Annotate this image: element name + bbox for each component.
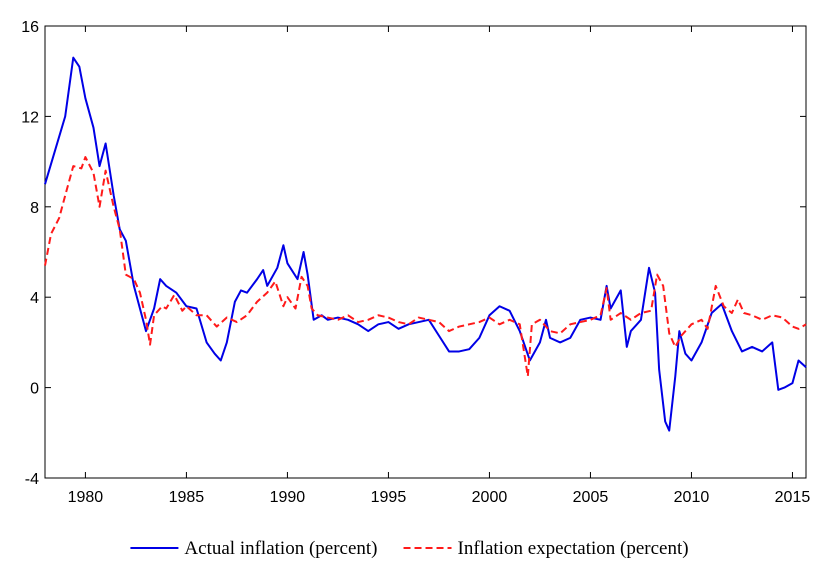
legend-label: Inflation expectation (percent) xyxy=(458,538,689,559)
plot-frame xyxy=(44,25,807,479)
x-tick-label: 2005 xyxy=(573,489,609,506)
y-tick-label: 0 xyxy=(30,381,39,398)
y-tick-label: 4 xyxy=(30,290,39,307)
x-tick-label: 2010 xyxy=(674,489,710,506)
data-line xyxy=(44,156,807,378)
legend: Actual inflation (percent) Inflation expe… xyxy=(130,538,689,559)
y-tick-label: 8 xyxy=(30,200,39,217)
x-tick-label: 1980 xyxy=(68,489,104,506)
legend-label: Actual inflation (percent) xyxy=(184,538,377,559)
x-tick-label: 1995 xyxy=(371,489,407,506)
y-tick-label: 12 xyxy=(21,109,39,126)
y-tick-label: 16 xyxy=(21,19,39,36)
x-tick-label: 2000 xyxy=(472,489,508,506)
x-tick-label: 1985 xyxy=(169,489,205,506)
data-line xyxy=(44,56,807,432)
y-tick-label: -4 xyxy=(25,471,39,488)
x-tick-label: 1990 xyxy=(270,489,306,506)
x-tick-label: 2015 xyxy=(775,489,811,506)
